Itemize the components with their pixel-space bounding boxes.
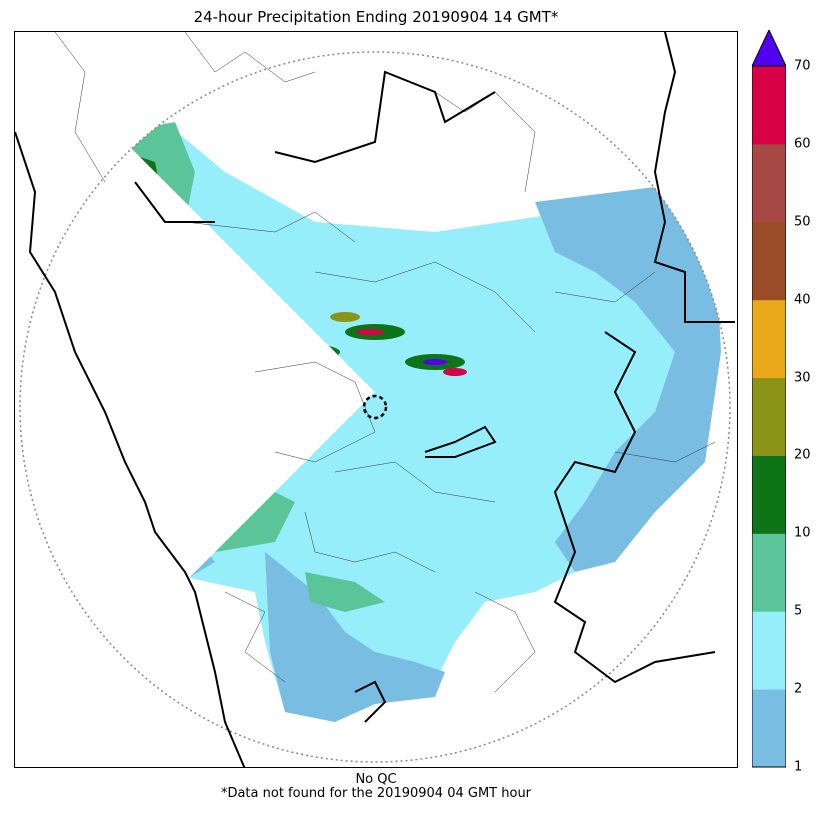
colorbar-tick-label: 20 xyxy=(794,447,811,463)
colorbar xyxy=(752,30,786,768)
colorbar-tick-label: 70 xyxy=(794,58,811,74)
district-boundaries xyxy=(54,32,716,693)
range-ring xyxy=(19,51,731,763)
qc-note: No QC xyxy=(355,772,397,787)
colorbar-bin xyxy=(752,66,786,145)
colorbar-bin xyxy=(752,143,786,223)
colorbar-tick-label: 2 xyxy=(794,681,803,697)
colorbar-tick-label: 1 xyxy=(794,759,803,775)
colorbar-tick-label: 60 xyxy=(794,136,811,152)
colorbar-tick-label: 30 xyxy=(794,370,811,386)
colorbar-bin xyxy=(752,455,786,534)
colorbar-bin xyxy=(752,377,786,456)
colorbar-tick-label: 50 xyxy=(794,214,811,230)
colorbar-tick-label: 10 xyxy=(794,525,811,541)
radar-site-marker xyxy=(362,394,388,420)
precipitation-field xyxy=(20,122,721,722)
colorbar-bin xyxy=(752,611,786,690)
precipitation-map[interactable] xyxy=(14,31,738,768)
colorbar-tick-label: 40 xyxy=(794,292,811,308)
colorbar-bin xyxy=(752,689,786,768)
colorbar-bin xyxy=(752,299,786,379)
colorbar-frame xyxy=(752,65,786,768)
state-boundaries xyxy=(15,32,735,767)
colorbar-tick-label: 5 xyxy=(794,603,803,619)
overflow-arrow xyxy=(752,30,786,67)
map-canvas xyxy=(15,32,735,767)
colorbar-bin xyxy=(752,533,786,612)
map-title: 24-hour Precipitation Ending 20190904 14… xyxy=(193,8,559,26)
colorbar-bin xyxy=(752,221,786,301)
missing-data-note: *Data not found for the 20190904 04 GMT … xyxy=(220,786,532,801)
